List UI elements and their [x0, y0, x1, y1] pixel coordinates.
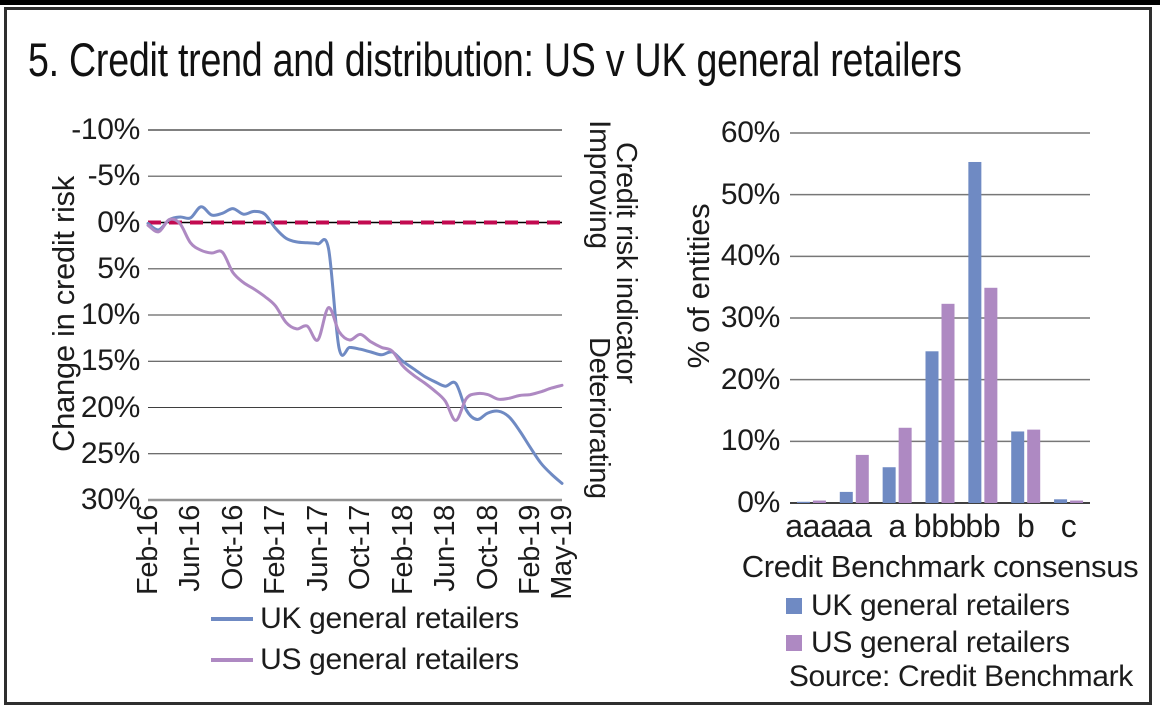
- uk-square-swatch: [786, 597, 802, 614]
- bar-uk-bbb: [925, 351, 939, 503]
- category-label: bbb: [913, 508, 967, 544]
- x-axis-tick-label: Oct-18: [471, 505, 504, 591]
- bar-us-b: [1027, 429, 1041, 503]
- bar-uk-aa: [839, 491, 853, 503]
- y-axis-tick-label: 40%: [720, 239, 780, 273]
- right-axis-improving-label: Improving: [583, 120, 616, 249]
- legend-label-us: US general retailers: [260, 643, 519, 676]
- bar-uk-c: [1054, 499, 1068, 503]
- figure-border: [4, 7, 1152, 705]
- line-chart-legend: UK general retailers US general retailer…: [150, 602, 580, 677]
- bar-chart-plot: [790, 132, 1090, 504]
- legend-item-uk: UK general retailers: [211, 602, 519, 636]
- category-label: bb: [965, 508, 1001, 544]
- bar-us-aaa: [812, 500, 826, 503]
- x-axis-tick-label: Oct-17: [344, 505, 377, 591]
- legend-label-uk: UK general retailers: [260, 602, 519, 635]
- x-axis-tick-label: Jun-18: [429, 505, 462, 592]
- y-axis-tick-label: 30%: [80, 483, 140, 516]
- x-axis-tick-label: Oct-16: [216, 505, 249, 591]
- right-axis-title: Credit risk indicator: [610, 142, 642, 384]
- y-axis-tick-label: 50%: [720, 177, 780, 211]
- x-axis-tick-label: May-19: [546, 505, 578, 600]
- category-label: aa: [836, 508, 872, 544]
- y-axis-tick-label: 30%: [720, 301, 780, 334]
- uk-series-line: [146, 205, 564, 485]
- y-axis-tick-label: 20%: [720, 362, 780, 396]
- y-axis-tick-label: -5%: [87, 159, 141, 193]
- legend-item-uk: UK general retailers: [786, 589, 1070, 622]
- bar-us-c: [1070, 500, 1084, 503]
- bar-uk-bb: [968, 161, 982, 503]
- y-axis-tick-label: 10%: [720, 424, 780, 458]
- bar-us-bb: [984, 287, 998, 503]
- x-axis-tick-label: Jun-16: [174, 505, 207, 592]
- bar-chart-x-axis-title: Credit Benchmark consensus: [741, 549, 1139, 584]
- y-axis-tick-label: 10%: [80, 298, 140, 331]
- category-label: a: [888, 508, 906, 544]
- x-axis-tick-label: Feb-19: [514, 505, 547, 595]
- legend-label-uk: UK general retailers: [811, 589, 1070, 622]
- category-label: c: [1060, 508, 1077, 544]
- category-label: b: [1016, 508, 1035, 544]
- y-axis-tick-label: 0%: [97, 205, 140, 239]
- legend-item-us: US general retailers: [211, 643, 519, 677]
- y-axis-tick-label: 15%: [80, 344, 140, 378]
- category-label: aaa: [785, 508, 838, 544]
- y-axis-tick-label: 20%: [80, 390, 140, 424]
- legend-label-us: US general retailers: [811, 626, 1070, 659]
- y-axis-tick-label: 5%: [97, 251, 140, 285]
- line-chart-plot: [146, 129, 564, 502]
- right-axis-deteriorating-label: Deteriorating: [583, 337, 615, 499]
- bar-chart-legend: UK general retailers US general retailer…: [786, 589, 1070, 659]
- top-edge-bar: [0, 0, 1160, 5]
- us-line-swatch: [211, 658, 254, 662]
- x-axis-tick-label: Feb-16: [132, 505, 164, 595]
- source-note: Source: Credit Benchmark: [788, 660, 1133, 693]
- bar-us-aa: [855, 454, 869, 503]
- x-axis-tick-label: Jun-17: [301, 505, 334, 592]
- bar-uk-aaa: [796, 501, 810, 503]
- x-axis-tick-label: Feb-17: [259, 505, 292, 595]
- y-axis-tick-label: 25%: [80, 436, 140, 470]
- y-axis-tick-label: -10%: [71, 113, 140, 146]
- x-axis-tick-label: Feb-18: [386, 505, 419, 595]
- legend-item-us: US general retailers: [786, 626, 1070, 659]
- figure-title: 5. Credit trend and distribution: US v U…: [28, 33, 962, 86]
- uk-line-swatch: [211, 617, 254, 621]
- y-axis-tick-label: 0%: [737, 486, 780, 519]
- y-axis-tick-label: 60%: [720, 116, 780, 149]
- us-series-line: [146, 217, 564, 422]
- bar-uk-b: [1011, 431, 1025, 503]
- bar-us-bbb: [941, 303, 955, 503]
- us-square-swatch: [786, 634, 802, 651]
- bar-us-a: [898, 427, 912, 503]
- bar-uk-a: [882, 467, 896, 503]
